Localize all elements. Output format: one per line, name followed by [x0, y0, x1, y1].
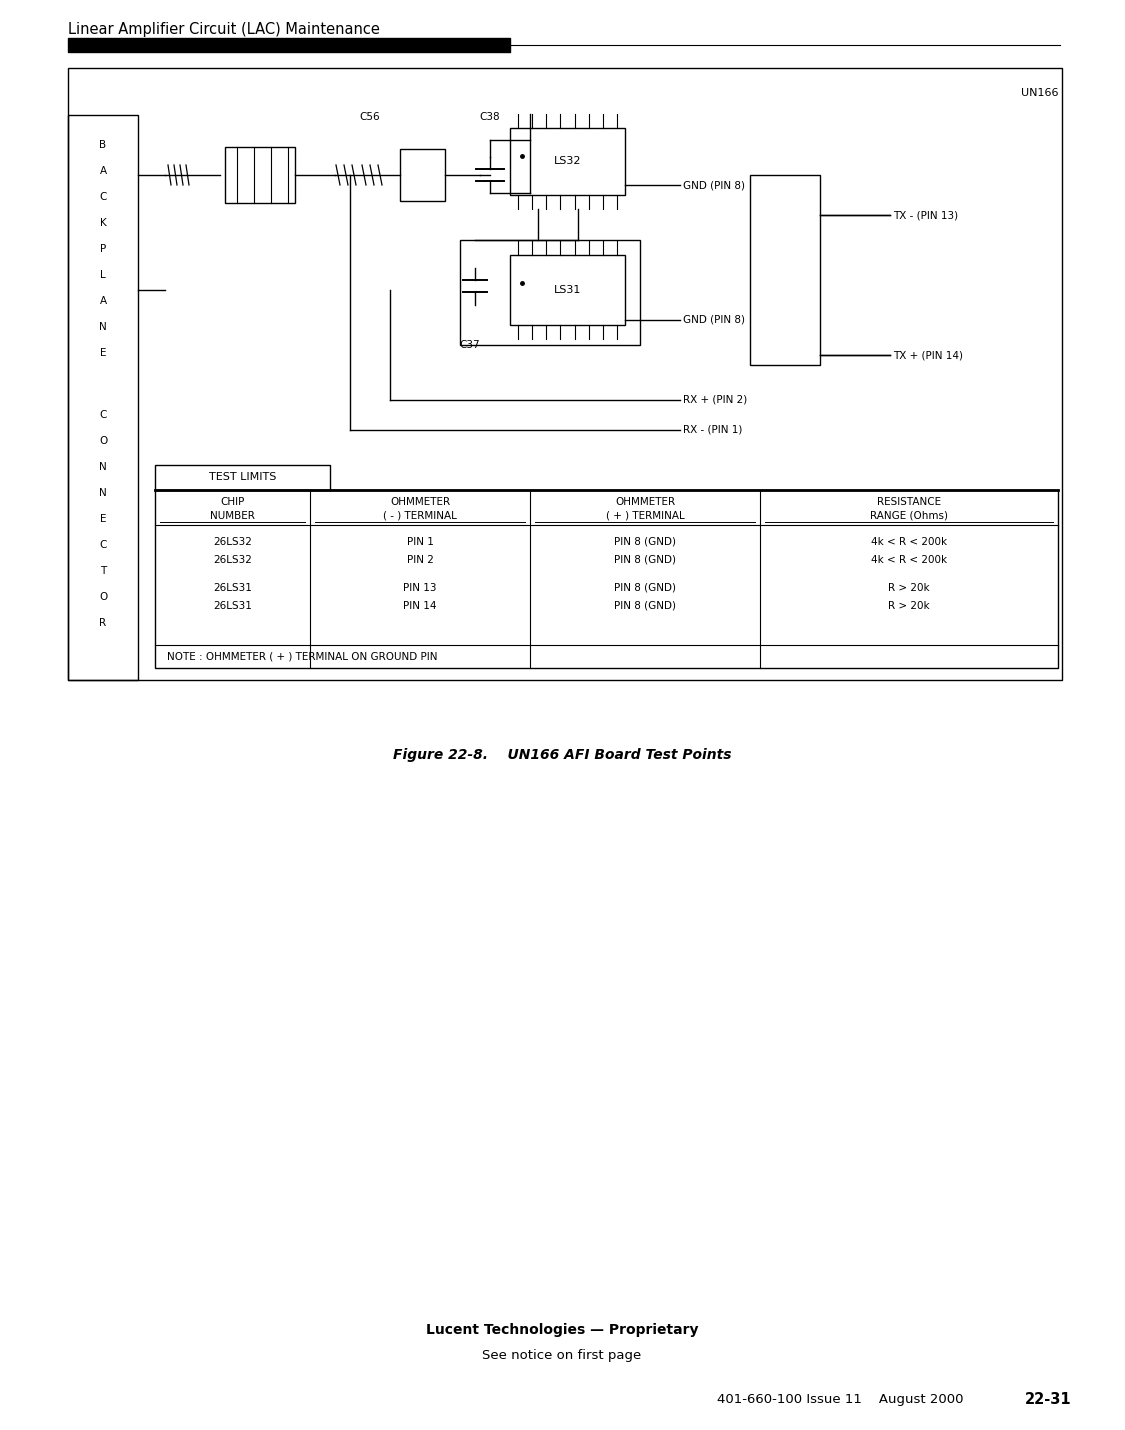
Text: 4k < R < 200k: 4k < R < 200k: [871, 555, 947, 565]
Text: Linear Amplifier Circuit (LAC) Maintenance: Linear Amplifier Circuit (LAC) Maintenan…: [68, 21, 380, 37]
Text: R: R: [99, 618, 107, 628]
Bar: [510, 255, 626, 325]
Text: RANGE (Ohms): RANGE (Ohms): [870, 511, 948, 521]
Bar: [750, 174, 820, 365]
Text: C37: C37: [460, 340, 480, 350]
Text: RESISTANCE: RESISTANCE: [878, 498, 940, 508]
Text: E: E: [100, 347, 106, 358]
Text: L: L: [100, 270, 106, 280]
Text: C38: C38: [479, 112, 501, 122]
Text: T: T: [100, 566, 106, 576]
Text: TEST LIMITS: TEST LIMITS: [209, 472, 277, 482]
Text: C: C: [99, 541, 107, 551]
Bar: [460, 240, 640, 345]
Text: 26LS31: 26LS31: [213, 601, 252, 611]
Text: PIN 8 (GND): PIN 8 (GND): [614, 601, 676, 611]
Text: 26LS32: 26LS32: [213, 538, 252, 548]
Text: TX - (PIN 13): TX - (PIN 13): [893, 210, 958, 220]
Bar: [155, 465, 330, 490]
Bar: [155, 490, 1058, 668]
Bar: [68, 114, 138, 681]
Text: See notice on first page: See notice on first page: [483, 1348, 641, 1361]
Text: B: B: [99, 140, 107, 150]
Text: N: N: [99, 488, 107, 498]
Text: PIN 8 (GND): PIN 8 (GND): [614, 555, 676, 565]
Text: E: E: [100, 513, 106, 523]
Text: N: N: [99, 462, 107, 472]
Text: 4k < R < 200k: 4k < R < 200k: [871, 538, 947, 548]
Text: RX + (PIN 2): RX + (PIN 2): [683, 395, 747, 405]
Text: CHIP: CHIP: [220, 498, 245, 508]
Bar: [68, 69, 1062, 681]
Text: PIN 8 (GND): PIN 8 (GND): [614, 538, 676, 548]
Text: P: P: [100, 245, 106, 255]
Text: Figure 22-8.    UN166 AFI Board Test Points: Figure 22-8. UN166 AFI Board Test Points: [393, 748, 731, 762]
Text: C56: C56: [360, 112, 380, 122]
Text: OHMMETER: OHMMETER: [615, 498, 675, 508]
Text: TX + (PIN 14): TX + (PIN 14): [893, 350, 963, 360]
Text: ( - ) TERMINAL: ( - ) TERMINAL: [382, 511, 457, 521]
Text: A: A: [99, 166, 107, 176]
Text: 26LS31: 26LS31: [213, 583, 252, 593]
Text: NOTE : OHMMETER ( + ) TERMINAL ON GROUND PIN: NOTE : OHMMETER ( + ) TERMINAL ON GROUND…: [166, 652, 438, 662]
Text: LS31: LS31: [554, 285, 582, 295]
Text: NUMBER: NUMBER: [210, 511, 255, 521]
Bar: [225, 147, 295, 203]
Text: GND (PIN 8): GND (PIN 8): [683, 180, 745, 190]
Text: OHMMETER: OHMMETER: [390, 498, 450, 508]
Text: PIN 2: PIN 2: [406, 555, 433, 565]
Bar: [400, 149, 446, 202]
Text: 26LS32: 26LS32: [213, 555, 252, 565]
Text: UN166: UN166: [1020, 89, 1058, 99]
Text: A: A: [99, 296, 107, 306]
Text: Lucent Technologies — Proprietary: Lucent Technologies — Proprietary: [425, 1323, 699, 1337]
Text: ( + ) TERMINAL: ( + ) TERMINAL: [605, 511, 684, 521]
Text: C: C: [99, 410, 107, 420]
Text: RX - (PIN 1): RX - (PIN 1): [683, 425, 742, 435]
Text: PIN 14: PIN 14: [403, 601, 436, 611]
Text: K: K: [100, 217, 107, 227]
Text: 401-660-100 Issue 11    August 2000: 401-660-100 Issue 11 August 2000: [717, 1393, 963, 1407]
Text: O: O: [99, 592, 107, 602]
Text: R > 20k: R > 20k: [889, 601, 929, 611]
Bar: [510, 129, 626, 194]
Text: GND (PIN 8): GND (PIN 8): [683, 315, 745, 325]
Text: PIN 1: PIN 1: [406, 538, 433, 548]
Text: N: N: [99, 322, 107, 332]
Text: C: C: [99, 192, 107, 202]
Text: O: O: [99, 436, 107, 446]
Text: PIN 13: PIN 13: [403, 583, 436, 593]
Text: R > 20k: R > 20k: [889, 583, 929, 593]
Text: 22-31: 22-31: [1025, 1393, 1071, 1407]
Text: PIN 8 (GND): PIN 8 (GND): [614, 583, 676, 593]
Text: LS32: LS32: [554, 156, 582, 166]
